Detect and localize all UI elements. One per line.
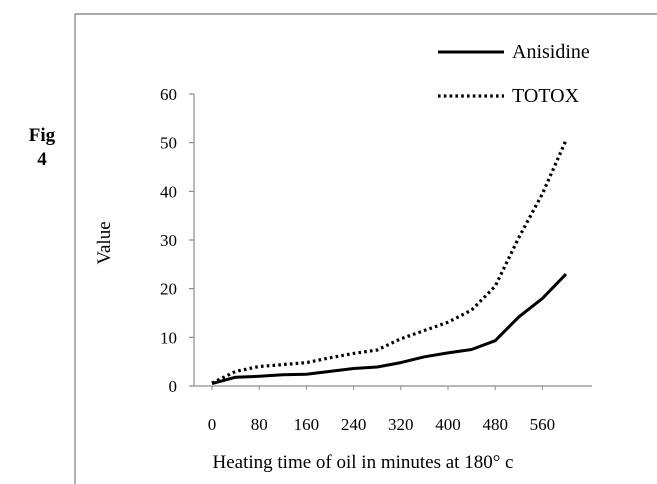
y-tick-label: 20 — [160, 280, 177, 299]
y-tick-label: 0 — [169, 377, 178, 396]
x-tick-label: 240 — [341, 415, 367, 434]
series-line-totox — [211, 139, 568, 385]
x-tick-label: 160 — [294, 415, 320, 434]
x-axis-title: Heating time of oil in minutes at 180° c — [213, 452, 514, 473]
y-tick-label: 40 — [160, 182, 177, 201]
y-tick-label: 60 — [160, 85, 177, 104]
x-tick-label: 400 — [435, 415, 461, 434]
y-tick-label: 50 — [160, 134, 177, 153]
series-group — [211, 139, 568, 386]
x-tick-label: 0 — [208, 415, 217, 434]
y-axis-title: Value — [94, 221, 115, 264]
legend: Anisidine TOTOX — [438, 41, 590, 107]
legend-label-anisidine: Anisidine — [512, 41, 590, 63]
figure-label: Fig 4 — [22, 124, 62, 172]
figure-label-number: 4 — [37, 149, 47, 170]
legend-label-totox: TOTOX — [512, 85, 580, 107]
x-tick-label: 480 — [482, 415, 508, 434]
x-tick-label: 560 — [530, 415, 556, 434]
figure-label-word: Fig — [28, 125, 56, 146]
x-tick-label: 80 — [251, 415, 268, 434]
y-tick-label: 10 — [160, 328, 177, 347]
axes-group: 0 10 20 30 40 50 60 0 80 160 240 320 400 480 560 Heatin… — [94, 85, 592, 473]
series-line-anisidine — [211, 273, 568, 386]
x-tick-label: 320 — [388, 415, 414, 434]
y-tick-label: 30 — [160, 231, 177, 250]
